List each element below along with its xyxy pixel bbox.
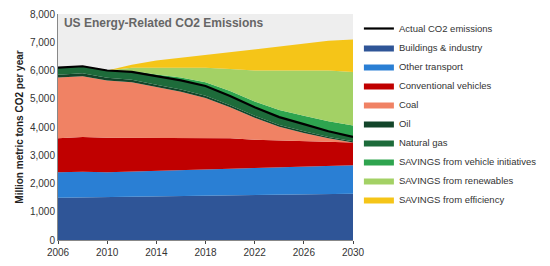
svg-text:5,000: 5,000 (30, 93, 55, 104)
svg-text:Actual CO2 emissions: Actual CO2 emissions (399, 23, 493, 34)
svg-text:Oil: Oil (399, 118, 411, 129)
svg-text:Natural gas: Natural gas (399, 137, 448, 148)
svg-text:Million metric tons CO2 per ye: Million metric tons CO2 per year (14, 50, 25, 203)
svg-text:2022: 2022 (244, 247, 267, 258)
svg-text:Other transport: Other transport (399, 61, 463, 72)
svg-text:2006: 2006 (47, 247, 70, 258)
svg-text:2014: 2014 (145, 247, 168, 258)
svg-text:US Energy-Related CO2 Emission: US Energy-Related CO2 Emissions (64, 16, 264, 30)
svg-text:Conventional vehicles: Conventional vehicles (399, 80, 492, 91)
svg-text:4,000: 4,000 (30, 122, 55, 133)
svg-text:8,000: 8,000 (30, 9, 55, 20)
svg-text:Buildings & industry: Buildings & industry (399, 42, 483, 53)
svg-text:2,000: 2,000 (30, 178, 55, 189)
svg-text:2010: 2010 (96, 247, 119, 258)
svg-text:SAVINGS from efficiency: SAVINGS from efficiency (399, 194, 504, 205)
svg-text:3,000: 3,000 (30, 150, 55, 161)
svg-text:0: 0 (49, 235, 55, 246)
svg-text:SAVINGS from vehicle initiativ: SAVINGS from vehicle initiatives (399, 156, 536, 167)
svg-text:2030: 2030 (342, 247, 365, 258)
svg-text:6,000: 6,000 (30, 65, 55, 76)
svg-text:1,000: 1,000 (30, 206, 55, 217)
svg-text:2026: 2026 (293, 247, 316, 258)
svg-text:SAVINGS from renewables: SAVINGS from renewables (399, 175, 514, 186)
svg-text:2018: 2018 (194, 247, 217, 258)
svg-text:7,000: 7,000 (30, 37, 55, 48)
svg-text:Coal: Coal (399, 99, 419, 110)
